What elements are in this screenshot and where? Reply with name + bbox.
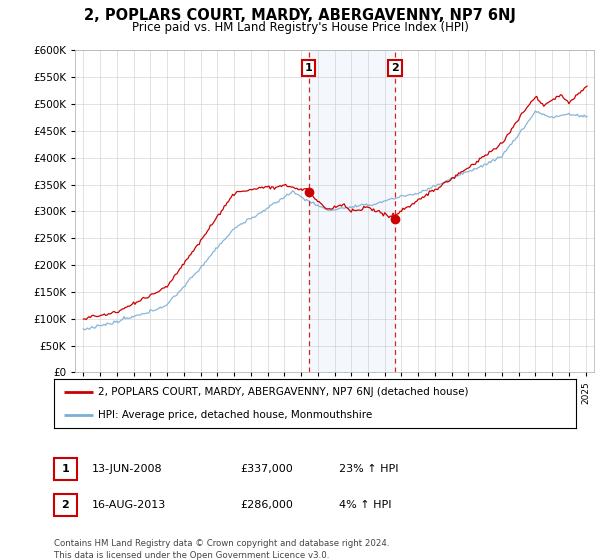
Text: 16-AUG-2013: 16-AUG-2013 xyxy=(92,500,166,510)
Text: 1: 1 xyxy=(62,464,69,474)
Text: 4% ↑ HPI: 4% ↑ HPI xyxy=(339,500,391,510)
Text: 2: 2 xyxy=(62,500,69,510)
Text: £337,000: £337,000 xyxy=(240,464,293,474)
Text: 1: 1 xyxy=(305,63,313,73)
Text: 23% ↑ HPI: 23% ↑ HPI xyxy=(339,464,398,474)
Text: 2, POPLARS COURT, MARDY, ABERGAVENNY, NP7 6NJ: 2, POPLARS COURT, MARDY, ABERGAVENNY, NP… xyxy=(84,8,516,24)
Text: HPI: Average price, detached house, Monmouthshire: HPI: Average price, detached house, Monm… xyxy=(98,410,373,420)
Text: Price paid vs. HM Land Registry's House Price Index (HPI): Price paid vs. HM Land Registry's House … xyxy=(131,21,469,34)
Text: 2: 2 xyxy=(391,63,399,73)
Text: £286,000: £286,000 xyxy=(240,500,293,510)
Text: 13-JUN-2008: 13-JUN-2008 xyxy=(92,464,163,474)
Text: Contains HM Land Registry data © Crown copyright and database right 2024.
This d: Contains HM Land Registry data © Crown c… xyxy=(54,539,389,560)
Bar xyxy=(308,50,395,372)
Text: 2, POPLARS COURT, MARDY, ABERGAVENNY, NP7 6NJ (detached house): 2, POPLARS COURT, MARDY, ABERGAVENNY, NP… xyxy=(98,388,469,398)
